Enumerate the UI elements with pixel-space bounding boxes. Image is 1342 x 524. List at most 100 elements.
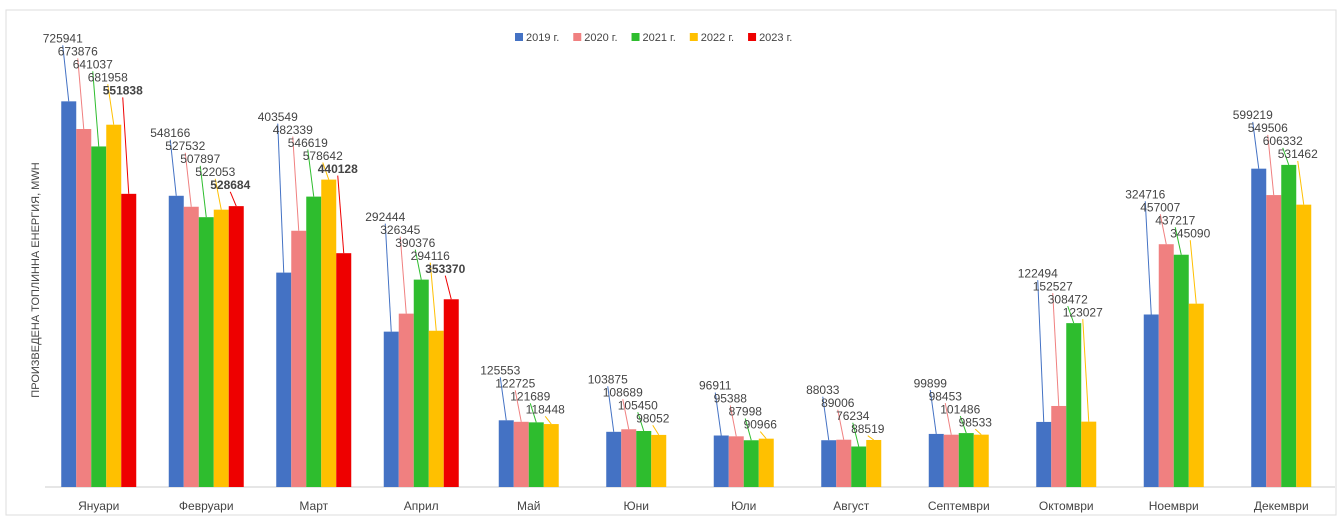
bar <box>606 431 622 487</box>
bar <box>1281 164 1297 488</box>
leader-line <box>929 390 937 434</box>
data-label: 528684 <box>210 178 250 192</box>
leader-line <box>637 412 645 432</box>
leader-line <box>384 223 392 332</box>
data-label: 641037 <box>73 58 113 72</box>
data-label: 152527 <box>1033 279 1073 293</box>
data-label: 353370 <box>425 262 465 276</box>
leader-line <box>944 402 952 435</box>
bar <box>713 435 729 487</box>
bar <box>1173 254 1189 487</box>
bar <box>943 434 959 487</box>
leader-line <box>429 262 437 331</box>
bar <box>1158 244 1174 487</box>
x-tick-label: Март <box>299 499 328 513</box>
bar <box>198 217 214 487</box>
x-tick-label: Юли <box>731 499 756 513</box>
leader-line <box>307 149 315 197</box>
leader-line <box>169 139 177 196</box>
data-label: 87998 <box>729 405 763 419</box>
data-label: 437217 <box>1155 213 1195 227</box>
data-label: 101486 <box>940 402 980 416</box>
data-label: 105450 <box>618 398 658 412</box>
leader-line <box>1297 160 1305 205</box>
data-label: 308472 <box>1048 292 1088 306</box>
leader-line <box>322 162 330 180</box>
leader-line <box>1282 147 1290 166</box>
data-label: 103875 <box>588 372 628 386</box>
data-label: 123027 <box>1063 305 1103 319</box>
leader-line <box>1252 121 1260 169</box>
leader-line <box>544 415 552 425</box>
y-axis-title: ПРОИЗВЕДЕНА ТОПЛИННА ЕНЕРГИЯ, MWH <box>30 162 42 397</box>
leader-line <box>974 428 982 436</box>
bar <box>1296 204 1312 487</box>
legend-swatch <box>748 33 757 41</box>
x-tick-label: Декември <box>1254 499 1309 513</box>
bar <box>291 230 307 488</box>
leader-line <box>744 418 752 441</box>
legend-swatch <box>689 33 698 41</box>
data-label: 326345 <box>380 223 420 237</box>
bar <box>928 433 944 487</box>
bar <box>121 193 137 487</box>
x-tick-label: Септември <box>928 499 990 513</box>
leader-line <box>337 175 345 254</box>
leader-line <box>729 405 737 437</box>
data-label: 522053 <box>195 165 235 179</box>
leader-line <box>867 435 875 441</box>
data-label: 118448 <box>526 402 565 416</box>
bar <box>651 434 667 487</box>
legend-label: 2020 г. <box>584 32 617 44</box>
legend-label: 2019 г. <box>526 32 559 44</box>
bar <box>1036 421 1052 487</box>
bar <box>61 101 77 487</box>
bar <box>76 129 92 488</box>
leader-line <box>1144 201 1152 315</box>
leader-line <box>444 275 452 300</box>
leader-line <box>214 178 222 210</box>
data-label: 531462 <box>1278 147 1318 161</box>
data-label: 90966 <box>744 418 778 432</box>
x-tick-label: Ноември <box>1149 499 1199 513</box>
data-label: 390376 <box>395 236 435 250</box>
legend-swatch <box>631 33 640 41</box>
bar <box>213 209 229 487</box>
data-label: 122725 <box>495 376 535 390</box>
leader-line <box>1174 227 1182 255</box>
leader-line <box>1037 280 1045 422</box>
bar <box>306 196 322 488</box>
leader-line <box>229 191 237 207</box>
leader-line <box>1159 214 1167 245</box>
leader-line <box>837 409 845 440</box>
bar <box>543 424 559 487</box>
data-label: 548166 <box>150 126 190 140</box>
leader-line <box>292 136 300 231</box>
leader-line <box>1267 134 1275 196</box>
leader-line <box>714 392 722 436</box>
bar <box>1251 168 1267 487</box>
bar <box>321 179 337 487</box>
x-tick-label: Януари <box>78 499 119 513</box>
data-label: 98052 <box>636 411 670 425</box>
data-label: 125553 <box>480 363 520 377</box>
leader-line <box>1082 319 1090 422</box>
leader-line <box>62 45 70 102</box>
bar <box>743 440 759 487</box>
data-label: 122494 <box>1018 266 1058 280</box>
bar <box>728 436 744 487</box>
bar <box>498 420 514 487</box>
data-label: 121689 <box>510 389 550 403</box>
leader-line <box>199 165 207 218</box>
leader-line <box>399 236 407 314</box>
data-label: 606332 <box>1263 134 1303 148</box>
bar <box>1081 421 1097 487</box>
data-label: 96911 <box>699 379 732 393</box>
bar <box>758 438 774 487</box>
bar <box>428 330 444 487</box>
bar <box>836 439 852 487</box>
legend-label: 2022 г. <box>701 32 734 44</box>
x-tick-label: Май <box>517 499 541 513</box>
data-label: 108689 <box>603 385 643 399</box>
